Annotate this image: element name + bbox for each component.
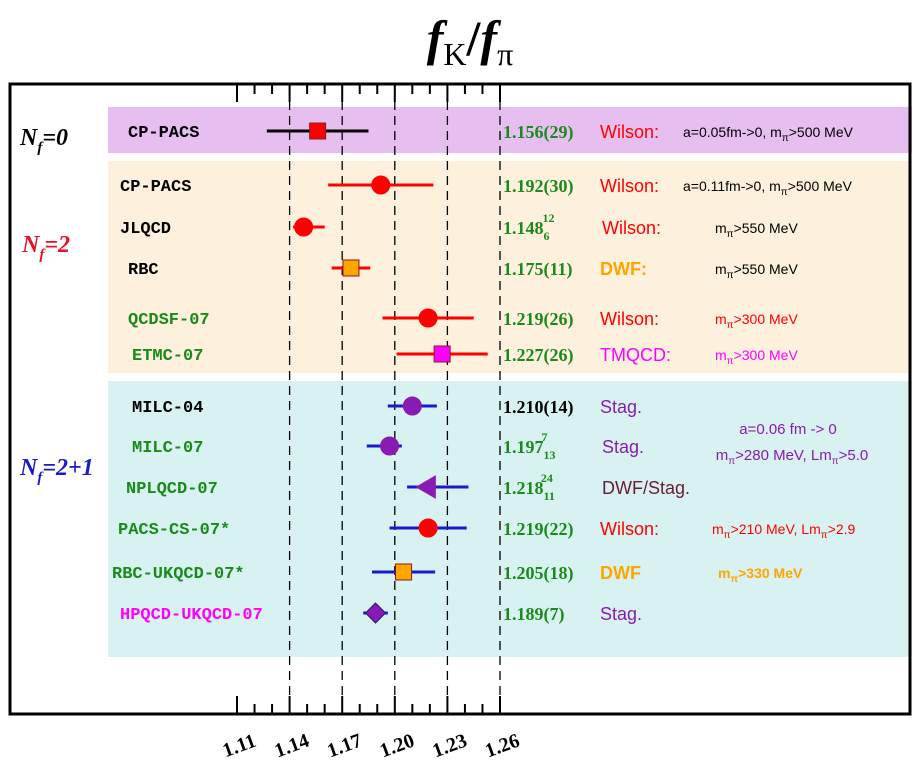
row-name-label: CP-PACS (128, 124, 199, 143)
point-marker (402, 396, 422, 416)
point-marker (415, 475, 436, 499)
x-tick-label: 1.26 (482, 730, 522, 763)
point-marker (364, 602, 387, 624)
row-note: a=0.05fm->0, mπ>500 MeV (683, 124, 854, 144)
x-tick-label: 1.11 (220, 730, 259, 762)
result-value: 1.2181124 (503, 471, 555, 503)
result-value: 1.210(14) (503, 397, 574, 418)
row-name-label: JLQCD (120, 220, 171, 239)
data-row: CP-PACS 1.192(30) Wilson: a=0.11fm->0, mπ>5… (120, 175, 853, 198)
point-marker (395, 563, 413, 581)
result-value: 1.148612 (503, 211, 555, 243)
milc-note-line2: mπ>280 MeV, Lmπ>5.0 (716, 447, 869, 467)
row-name-label: NPLQCD-07 (126, 480, 218, 499)
action-label: DWF (600, 563, 641, 583)
action-label: DWF: (600, 259, 647, 279)
action-label: Wilson: (600, 176, 659, 196)
point-marker (342, 259, 360, 277)
row-name-label: QCDSF-07 (128, 311, 210, 330)
result-value: 1.197137 (503, 430, 556, 462)
row-note: mπ>550 MeV (715, 261, 798, 281)
action-label: Wilson: (600, 122, 659, 142)
action-label: TMQCD: (600, 345, 671, 365)
milc-note-line1: a=0.06 fm -> 0 (739, 421, 837, 438)
chart-title: fK/fπ (427, 10, 513, 72)
row-name-label: RBC (128, 261, 159, 280)
data-row: ETMC-07 1.227(26) TMQCD: mπ>300 MeV (132, 345, 798, 367)
row-name-label: MILC-07 (132, 439, 203, 458)
action-label: Wilson: (600, 309, 659, 329)
row-note: mπ>300 MeV (715, 347, 798, 367)
result-value: 1.189(7) (503, 604, 565, 625)
data-row: RBC 1.175(11) DWF: mπ>550 MeV (128, 259, 798, 281)
data-rows: CP-PACS 1.156(29) Wilson: a=0.05fm->0, mπ>5… (112, 122, 855, 625)
data-row: CP-PACS 1.156(29) Wilson: a=0.05fm->0, mπ>5… (128, 122, 854, 144)
data-row: PACS-CS-07* 1.219(22) Wilson: mπ>210 MeV, L… (118, 518, 855, 541)
row-name-label: ETMC-07 (132, 347, 203, 366)
data-row: HPQCD-UKQCD-07 1.189(7) Stag. (120, 602, 642, 625)
data-row: QCDSF-07 1.219(26) Wilson: mπ>300 MeV (128, 308, 798, 331)
row-name-label: MILC-04 (132, 399, 203, 418)
x-tick-label: 1.20 (377, 730, 417, 763)
group-label-nf21: Nf=2+1 (19, 455, 94, 486)
row-name-label: CP-PACS (120, 178, 191, 197)
point-marker (433, 345, 451, 363)
group-background-nf21 (108, 381, 912, 657)
result-value: 1.175(11) (503, 259, 573, 280)
result-value: 1.227(26) (503, 345, 574, 366)
row-name-label: PACS-CS-07* (118, 521, 230, 540)
row-name-label: RBC-UKQCD-07* (112, 565, 245, 584)
row-note: mπ>300 MeV (715, 311, 798, 331)
result-value: 1.219(26) (503, 309, 574, 330)
result-value: 1.219(22) (503, 519, 574, 540)
group-label-nf2: Nf=2 (21, 232, 70, 263)
result-value: 1.192(30) (503, 176, 574, 197)
plot-frame (8, 82, 912, 716)
row-note: mπ>550 MeV (715, 220, 798, 240)
data-row: MILC-07 1.197137 Stag. (132, 430, 644, 462)
data-row: JLQCD 1.148612 Wilson: mπ>550 MeV (120, 211, 798, 243)
x-tick-label: 1.23 (430, 730, 470, 763)
row-note: mπ>210 MeV, Lmπ>2.9 (712, 521, 855, 541)
x-tick-label: 1.14 (272, 730, 312, 763)
row-note: a=0.11fm->0, mπ>500 MeV (683, 178, 853, 198)
group-label-nf0: Nf=0 (19, 125, 68, 156)
data-row: NPLQCD-07 1.2181124 DWF/Stag. (126, 471, 690, 503)
action-label: Stag. (600, 397, 642, 417)
point-marker (418, 518, 438, 538)
x-tick-labels: 1.11 1.14 1.17 1.20 1.23 1.26 (220, 730, 523, 763)
point-marker (380, 436, 400, 456)
point-marker (371, 175, 391, 195)
group-background-nf2 (108, 161, 912, 373)
action-label: Stag. (600, 604, 642, 624)
point-marker (418, 308, 438, 328)
action-label: Stag. (602, 437, 644, 457)
result-value: 1.205(18) (503, 563, 574, 584)
result-value: 1.156(29) (503, 122, 574, 143)
data-row: RBC-UKQCD-07* 1.205(18) DWF mπ>330 MeV (112, 563, 803, 585)
point-marker (294, 217, 314, 237)
x-tick-label: 1.17 (324, 730, 364, 763)
data-row: MILC-04 1.210(14) Stag. (132, 396, 642, 418)
group-background-nf0 (108, 107, 912, 153)
action-label: Wilson: (602, 218, 661, 238)
row-note: mπ>330 MeV (718, 565, 803, 585)
row-name-label: HPQCD-UKQCD-07 (120, 606, 263, 625)
point-marker (309, 122, 327, 140)
action-label: DWF/Stag. (602, 478, 690, 498)
action-label: Wilson: (600, 519, 659, 539)
